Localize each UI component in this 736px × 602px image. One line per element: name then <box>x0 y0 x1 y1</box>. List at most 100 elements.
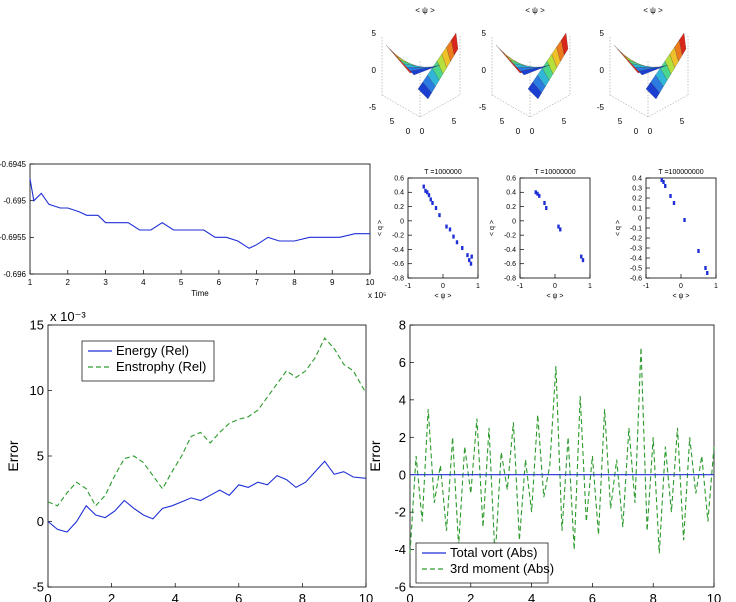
sc3-point <box>704 266 707 270</box>
mu-xtick-label: 7 <box>254 278 259 287</box>
err2-ylabel: Error <box>367 440 383 471</box>
surf3-surface-strip <box>638 64 669 76</box>
sc1-point <box>452 234 455 239</box>
surf2-ztick-label: -5 <box>479 103 487 112</box>
sc3-ytick-label: -0.6 <box>630 275 642 282</box>
sc2-ytick-label: -0.8 <box>504 275 516 282</box>
err2-legend-label: 3rd moment (Abs) <box>450 561 554 576</box>
sc1-ytick-label: -0.4 <box>392 247 404 254</box>
err2-legend-label: Total vort (Abs) <box>450 545 537 560</box>
err2-xtick-label: 6 <box>589 591 596 602</box>
err2-ytick-label: -2 <box>394 505 406 520</box>
surf1-xytick-label: 0 <box>406 127 411 136</box>
sc3-title: T =100000000 <box>658 169 703 176</box>
sc3-ytick-label: 0.1 <box>632 205 642 212</box>
sc1-xtick-label: -1 <box>405 283 411 290</box>
mu-xtick-label: 9 <box>330 278 335 287</box>
sc1-point <box>461 246 464 250</box>
sc1-ylabel: < q > <box>377 220 384 236</box>
sc2-xtick-label: -1 <box>517 283 523 290</box>
surf3-xytick-label: 5 <box>680 117 685 126</box>
sc1-point <box>434 206 438 210</box>
sc3-point <box>706 271 709 275</box>
surf1-ztick-label: 0 <box>372 66 377 75</box>
surf1-surface <box>381 32 461 118</box>
sc2-ylabel: < q > <box>489 220 496 236</box>
surf3-ztick-label: 0 <box>600 66 605 75</box>
err1-xtick-label: 0 <box>44 591 51 602</box>
sc3-ytick-label: -0.4 <box>630 255 642 262</box>
sc3-point <box>683 218 686 222</box>
surf3-xytick-label: 0 <box>634 127 639 136</box>
sc3-point <box>669 194 672 198</box>
sc1-ytick-label: 0 <box>400 218 404 225</box>
err2-ytick-label: 8 <box>399 318 406 333</box>
surf2-xytick-label: 5 <box>500 117 505 126</box>
sc1-point <box>426 190 429 195</box>
sc1-point <box>468 258 471 263</box>
sc1-point <box>455 240 459 245</box>
sc3-point <box>672 201 676 205</box>
mu-axes-box <box>29 163 371 275</box>
sc3-xtick-label: 1 <box>714 283 718 290</box>
surf1-surface-strip <box>410 64 441 76</box>
sc3-xlabel: < ψ > <box>672 293 689 300</box>
sc3-xtick-label: 0 <box>679 283 683 290</box>
sc3-ytick-label: 0 <box>638 215 642 222</box>
sc2-xtick-label: 1 <box>588 283 592 290</box>
surf2-xytick-label: 0 <box>530 127 535 136</box>
surf2-xytick-label: 5 <box>562 117 567 126</box>
surf1-xytick-label: 5 <box>390 117 395 126</box>
sc1-ytick-label: -0.8 <box>392 275 404 282</box>
surf2-xytick-label: 0 <box>516 127 521 136</box>
sc1-xlabel: < ψ > <box>434 293 451 300</box>
sc3-axes-box <box>645 177 717 279</box>
surf3-ztick-label: -5 <box>597 103 605 112</box>
err2-xtick-label: 2 <box>467 591 474 602</box>
sc3-ytick-label: -0.1 <box>630 225 642 232</box>
mu-series-line <box>29 178 370 249</box>
err1-ylabel: Error <box>5 440 21 471</box>
sc1-point <box>424 188 427 193</box>
sc2-ytick-label: -0.2 <box>504 233 516 240</box>
err1-legend-label: Energy (Rel) <box>116 343 189 358</box>
surf1-xytick-label: 0 <box>420 127 425 136</box>
mu-xtick-label: 8 <box>292 278 297 287</box>
err2-ytick-label: -6 <box>394 580 406 595</box>
sc1-ytick-label: 0.6 <box>394 175 404 182</box>
sc2-xlabel: < ψ > <box>546 293 563 300</box>
sc2-axes-box <box>519 177 591 279</box>
sc2-ytick-label: 0.6 <box>506 175 516 182</box>
sc3-xtick-label: -1 <box>643 283 649 290</box>
mu-ytick-label: -0.6955 <box>0 233 27 242</box>
mu-ytick-label: -0.6945 <box>0 160 27 169</box>
sc1-point <box>445 224 448 229</box>
sc2-point <box>581 258 585 263</box>
sc1-point <box>431 201 434 205</box>
sc2-point <box>538 193 541 198</box>
surf3-surface <box>609 32 689 118</box>
surf2-surface-strip <box>520 64 551 76</box>
sc3-ytick-label: -0.5 <box>630 265 642 272</box>
surf1-ztick-label: 5 <box>372 29 377 38</box>
err2-ytick-label: 2 <box>399 430 406 445</box>
surf2-surface-strip <box>561 32 569 56</box>
err2-ytick-label: -4 <box>394 542 406 557</box>
sc3-ytick-label: -0.3 <box>630 245 642 252</box>
err1-ytick-label: -5 <box>32 580 44 595</box>
sc2-point <box>534 190 537 195</box>
sc1-point <box>466 253 469 258</box>
err1-xtick-label: 4 <box>172 591 179 602</box>
sc3-point <box>660 178 663 182</box>
err1-ytick-label: 5 <box>37 449 44 464</box>
err2-xtick-label: 8 <box>650 591 657 602</box>
mu-xtick-label: 4 <box>141 278 146 287</box>
err1-xtick-label: 2 <box>108 591 115 602</box>
err2-third-moment-line <box>409 347 715 559</box>
surf2-surface <box>491 32 571 118</box>
sc1-ytick-label: 0.4 <box>394 190 404 197</box>
err2-ytick-label: 0 <box>399 467 406 482</box>
surf1-xytick-label: 5 <box>452 117 457 126</box>
err2-ytick-label: 6 <box>399 355 406 370</box>
sc2-ytick-label: 0 <box>512 218 516 225</box>
